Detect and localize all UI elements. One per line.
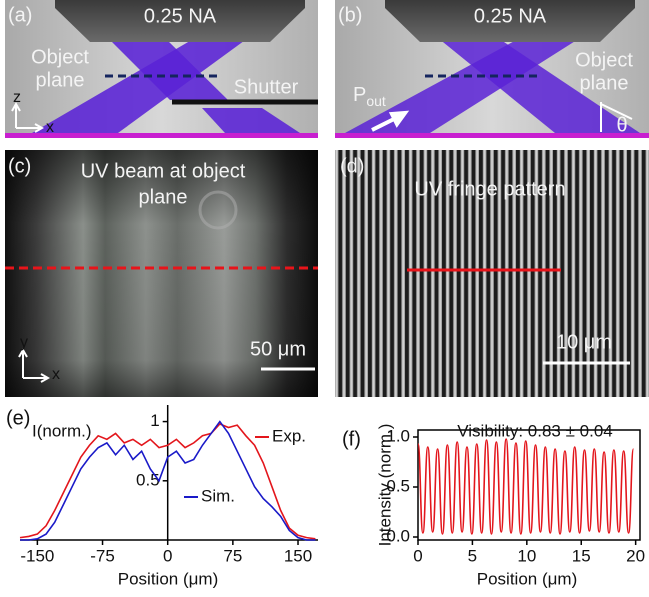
y-tick-label: 1 [150, 411, 159, 430]
caption: UV fringe pattern [414, 178, 565, 200]
object-plane-label: plane [36, 69, 85, 91]
x-axis-title: Position (μm) [118, 569, 218, 588]
data-line [19, 422, 316, 540]
objective [55, 0, 305, 42]
panel-d: (d) UV fringe pattern 10 μm [335, 150, 649, 397]
beam [202, 108, 300, 133]
plot-frame [417, 429, 641, 541]
x-axis-title: Position (μm) [477, 569, 577, 588]
fringe-image [335, 150, 649, 397]
beam [108, 38, 228, 100]
angle-label: θ [616, 114, 627, 136]
caption: UV beam at object [81, 160, 246, 182]
axis-label: y [20, 334, 28, 351]
power-symbol: P [353, 84, 366, 106]
panel-a: (a) 0.25 NA Object plane Shutter z x [5, 0, 318, 138]
x-tick-label: 10 [517, 546, 536, 565]
panel-label: (d) [340, 155, 364, 177]
scale-bar-label: 10 μm [556, 331, 612, 353]
data-line [20, 420, 316, 541]
power-label: Pout [353, 84, 386, 108]
y-axis-title: Intensity (norm.) [375, 424, 394, 547]
axes-arrows [18, 347, 51, 383]
scale-bar-label: 50 μm [250, 338, 306, 360]
data-line [417, 438, 635, 535]
axis-label: x [46, 119, 54, 136]
x-tick-label: 0 [413, 546, 422, 565]
objective-label: 0.25 NA [144, 5, 217, 27]
ring-artifact [198, 190, 238, 230]
substrate [335, 133, 649, 138]
beam [345, 38, 580, 133]
x-tick-label: 15 [572, 546, 591, 565]
substrate [5, 133, 318, 138]
power-arrow [371, 110, 410, 132]
axis-label: x [52, 366, 60, 383]
objective [385, 0, 635, 42]
caption: plane [139, 186, 188, 208]
legend-label: Exp. [272, 426, 306, 445]
panel-label: (a) [8, 4, 32, 26]
beam [32, 38, 248, 133]
panel-b: (b) 0.25 NA Object plane Pout θ [335, 0, 649, 138]
x-tick-label: 0 [163, 546, 172, 565]
shutter-label: Shutter [234, 76, 299, 98]
panel-label: (f) [342, 428, 361, 450]
y-tick-label: 0.0 [386, 526, 410, 545]
x-tick-label: -150 [20, 546, 54, 565]
x-tick-label: 150 [284, 546, 312, 565]
uv-beam-shade [5, 150, 318, 397]
object-plane-label: Object [575, 49, 633, 71]
axes-arrows [11, 101, 45, 133]
legend-label: Sim. [201, 486, 235, 505]
x-tick-label: 5 [468, 546, 477, 565]
y-axis-title: I(norm.) [32, 421, 92, 440]
y-tick-label: 1.0 [386, 426, 410, 445]
panel-label: (e) [6, 407, 30, 429]
axis-label: z [13, 89, 21, 106]
x-tick-label: 20 [626, 546, 645, 565]
object-plane-label: Object [31, 46, 89, 68]
angle-lines [600, 102, 633, 132]
x-tick-label: -75 [90, 546, 115, 565]
objective-label: 0.25 NA [474, 5, 547, 27]
panel-label: (c) [8, 155, 31, 177]
panel-c: (c) UV beam at object plane 50 μm y x [5, 150, 318, 397]
y-tick-label: 0.5 [136, 470, 160, 489]
annotation: Visibility: 0.83 ± 0.04 [457, 421, 613, 440]
y-tick-label: 0.5 [386, 476, 410, 495]
panel-label: (b) [338, 4, 362, 26]
x-tick-label: 75 [223, 546, 242, 565]
object-plane-label: plane [580, 72, 629, 94]
power-subscript: out [366, 93, 386, 109]
